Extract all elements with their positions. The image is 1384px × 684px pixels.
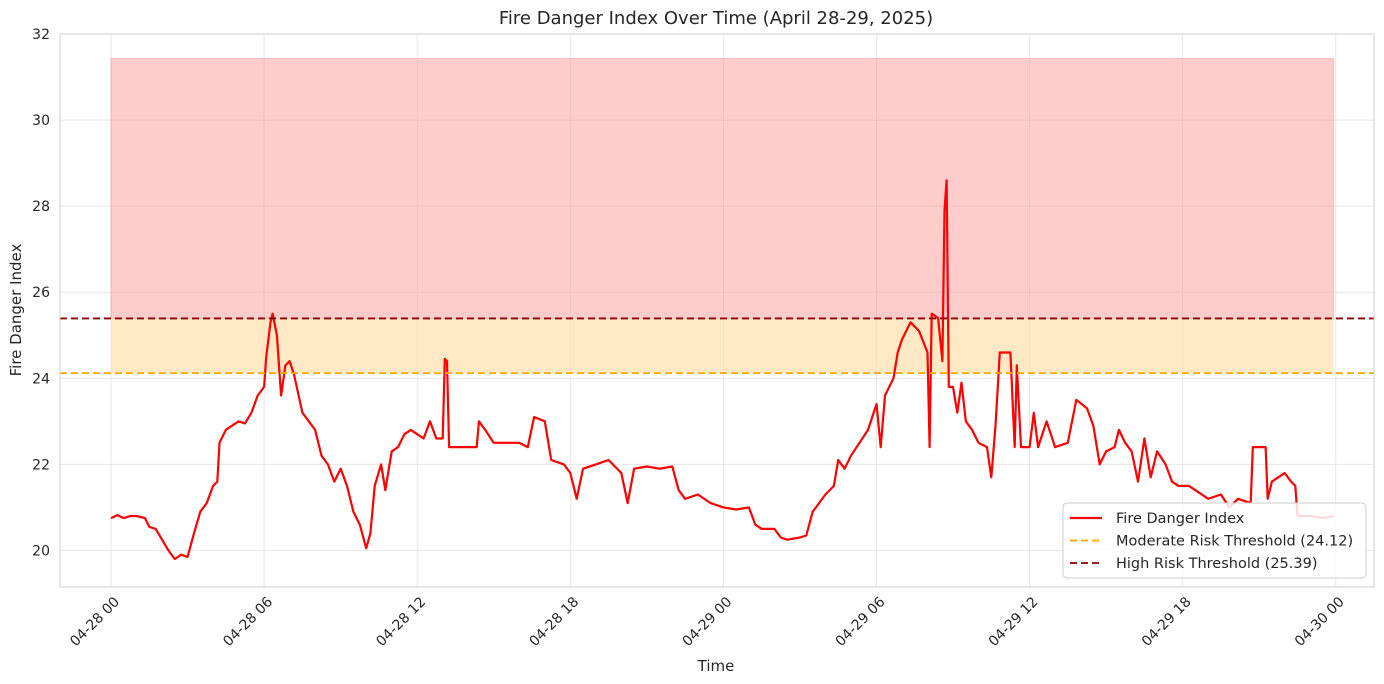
y-tick-label: 32 [32, 27, 50, 43]
legend-label: High Risk Threshold (25.39) [1116, 556, 1318, 572]
plot-frame [59, 33, 1375, 588]
legend-box [1062, 502, 1367, 579]
chart-title: Fire Danger Index Over Time (April 28-29… [499, 8, 933, 29]
y-tick-label: 22 [32, 457, 50, 473]
x-tick-label: 04-28 00 [67, 594, 123, 650]
y-tick-label: 30 [32, 113, 50, 129]
x-tick-label: 04-29 18 [1139, 594, 1195, 650]
y-tick-label: 24 [32, 371, 50, 387]
legend-label: Fire Danger Index [1116, 511, 1245, 527]
y-tick-label: 26 [32, 285, 50, 301]
x-tick-label: 04-29 12 [986, 594, 1042, 650]
x-tick-label: 04-28 06 [220, 594, 276, 650]
plot-area: 20 22 24 26 28 30 32 04-28 00 04-28 06 04-28 12 04… [32, 27, 1375, 650]
legend-label: Moderate Risk Threshold (24.12) [1116, 534, 1353, 550]
x-axis-label: Time [697, 657, 735, 675]
x-tick-label: 04-30 00 [1292, 594, 1348, 650]
high-risk-band [110, 58, 1335, 319]
legend: Fire Danger Index Moderate Risk Threshold… [1062, 502, 1367, 579]
y-tick-label: 28 [32, 199, 50, 215]
y-tick-label: 20 [32, 543, 50, 559]
x-tick-label: 04-29 06 [833, 594, 889, 650]
y-axis-label: Fire Danger Index [7, 244, 25, 377]
x-tick-label: 04-28 12 [373, 594, 429, 650]
x-tick-label: 04-28 18 [526, 594, 582, 650]
moderate-risk-band [111, 318, 1334, 374]
series-line-fire-danger-index [110, 179, 1334, 561]
x-tick-label: 04-29 00 [680, 594, 736, 650]
